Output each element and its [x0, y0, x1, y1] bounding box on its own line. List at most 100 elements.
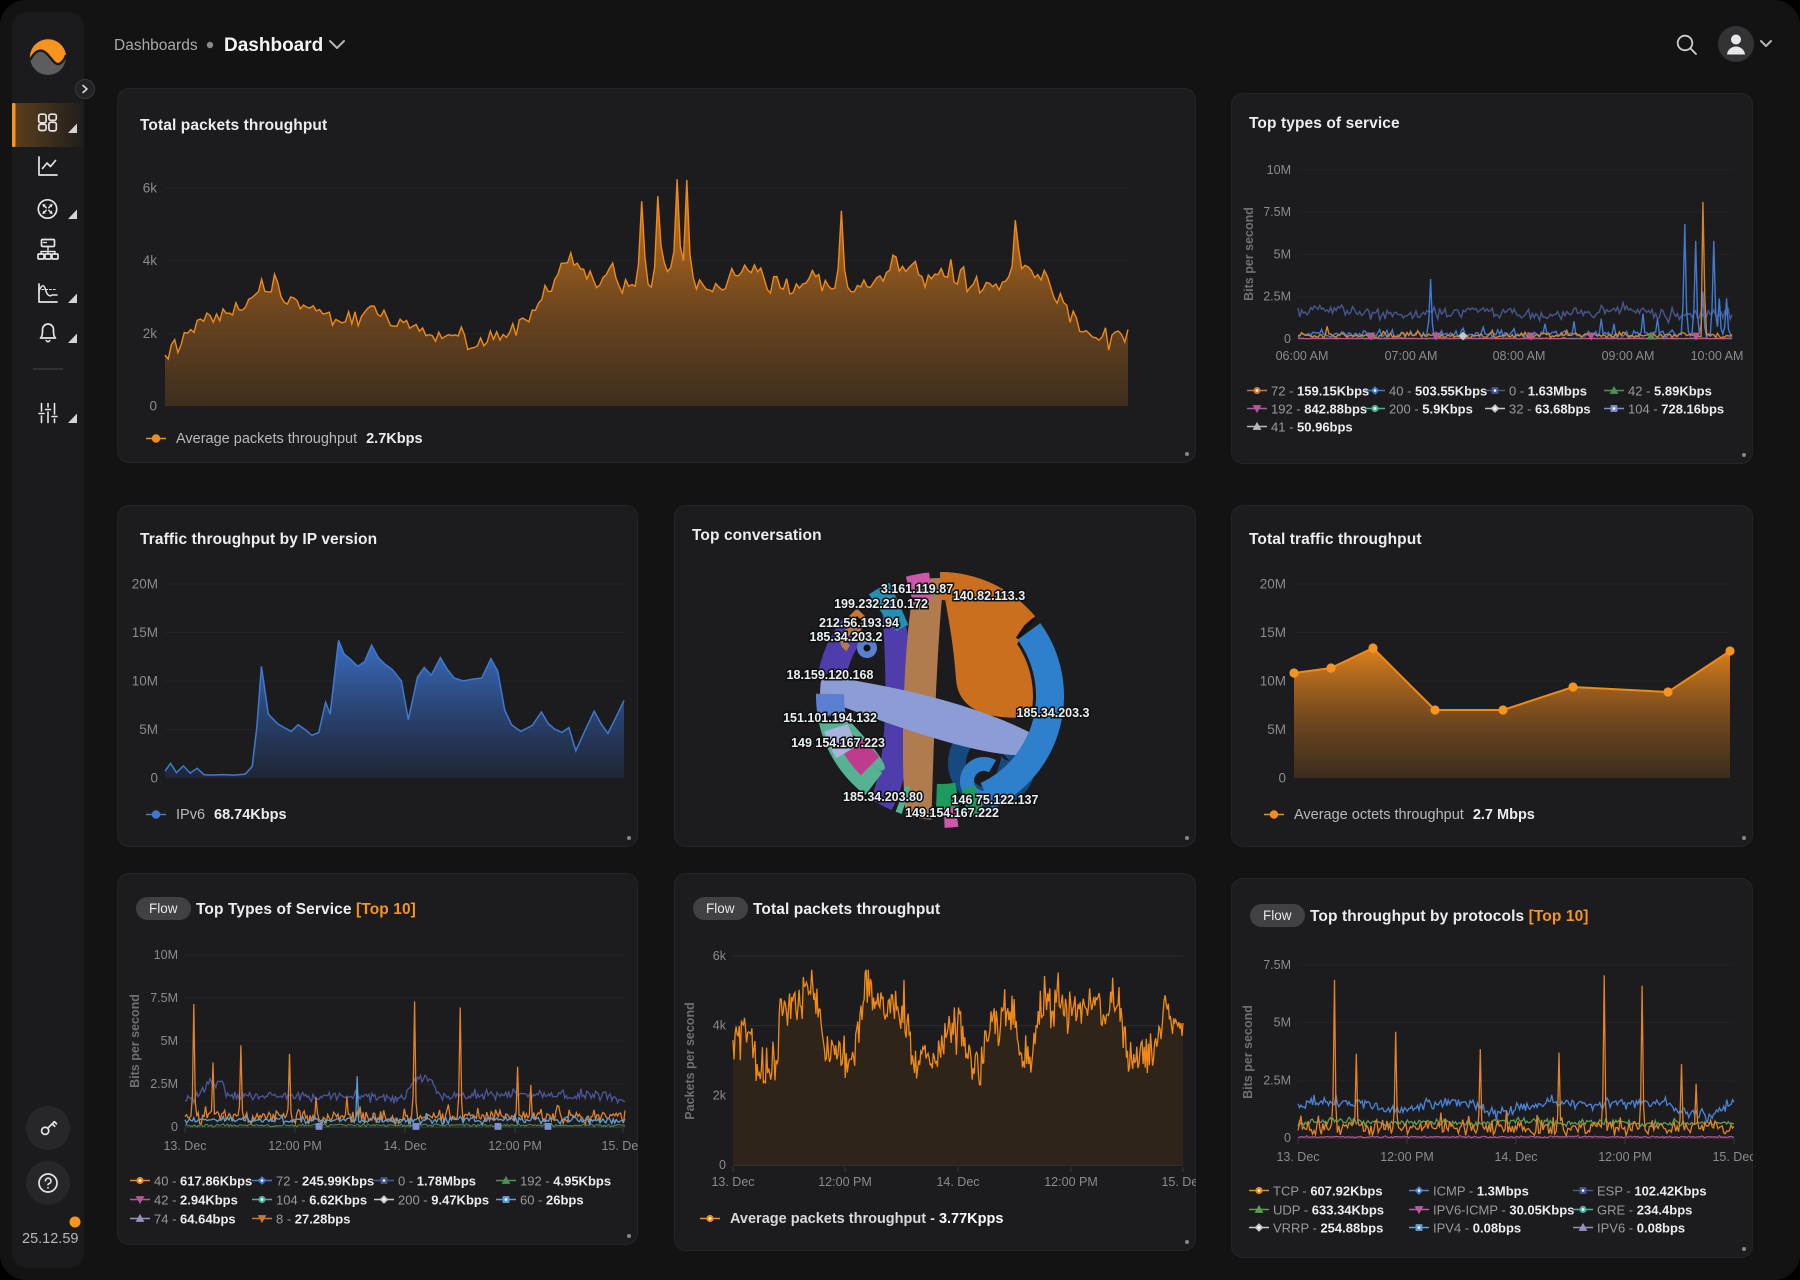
- svg-text:14. Dec: 14. Dec: [383, 1139, 426, 1153]
- svg-text:146 75.122.137: 146 75.122.137: [952, 793, 1039, 807]
- svg-text:149 154.167.223: 149 154.167.223: [791, 736, 885, 750]
- svg-text:192 - 842.88bps: 192 - 842.88bps: [1271, 402, 1367, 417]
- svg-text:10M: 10M: [132, 674, 158, 689]
- svg-text:06:00 AM: 06:00 AM: [1276, 349, 1329, 363]
- svg-text:149.154.167.222: 149.154.167.222: [905, 806, 999, 820]
- svg-text:20M: 20M: [132, 577, 158, 592]
- svg-text:200 - 9.47Kbps: 200 - 9.47Kbps: [398, 1193, 489, 1208]
- svg-text:40 - 617.86Kbps: 40 - 617.86Kbps: [154, 1174, 252, 1189]
- svg-text:10:00 AM: 10:00 AM: [1691, 349, 1744, 363]
- svg-text:12:00 PM: 12:00 PM: [818, 1175, 872, 1189]
- svg-text:0: 0: [719, 1158, 726, 1172]
- svg-text:Dashboard: Dashboard: [224, 35, 323, 56]
- svg-text:GRE - 234.4bps: GRE - 234.4bps: [1597, 1203, 1692, 1218]
- svg-text:140.82.113.3: 140.82.113.3: [953, 589, 1025, 603]
- svg-text:Bits per second: Bits per second: [1241, 1005, 1255, 1099]
- svg-text:12:00 PM: 12:00 PM: [1598, 1150, 1652, 1164]
- svg-text:6k: 6k: [713, 949, 727, 963]
- svg-text:199.232.210.172: 199.232.210.172: [834, 597, 928, 611]
- svg-text:12:00 PM: 12:00 PM: [268, 1139, 322, 1153]
- svg-text:185.34.203.80: 185.34.203.80: [843, 790, 923, 804]
- svg-text:192 - 4.95Kbps: 192 - 4.95Kbps: [520, 1174, 611, 1189]
- svg-text:0: 0: [171, 1120, 178, 1134]
- svg-text:0: 0: [1284, 332, 1291, 346]
- svg-text:0 - 1.78Mbps: 0 - 1.78Mbps: [398, 1174, 476, 1189]
- svg-text:ICMP - 1.3Mbps: ICMP - 1.3Mbps: [1433, 1184, 1529, 1199]
- svg-text:151.101.194.132: 151.101.194.132: [783, 711, 877, 725]
- svg-text:41 - 50.96bps: 41 - 50.96bps: [1271, 420, 1353, 435]
- svg-text:7.5M: 7.5M: [1263, 205, 1291, 219]
- svg-text:Packets per second: Packets per second: [683, 1002, 697, 1119]
- svg-text:15M: 15M: [132, 625, 158, 640]
- svg-text:4k: 4k: [143, 253, 158, 268]
- svg-text:Dashboards: Dashboards: [114, 37, 198, 54]
- svg-text:09:00 AM: 09:00 AM: [1602, 349, 1655, 363]
- svg-text:12:00 PM: 12:00 PM: [488, 1139, 542, 1153]
- svg-text:15M: 15M: [1260, 625, 1286, 640]
- svg-text:2k: 2k: [713, 1088, 727, 1102]
- svg-text:40 - 503.55Kbps: 40 - 503.55Kbps: [1389, 384, 1487, 399]
- svg-text:VRRP - 254.88bps: VRRP - 254.88bps: [1273, 1221, 1383, 1236]
- svg-text:104 - 6.62Kbps: 104 - 6.62Kbps: [276, 1193, 367, 1208]
- svg-text:0: 0: [149, 399, 157, 414]
- svg-text:15. Dec: 15. Dec: [601, 1139, 638, 1153]
- svg-text:0 - 1.63Mbps: 0 - 1.63Mbps: [1509, 384, 1587, 399]
- svg-text:32 - 63.68bps: 32 - 63.68bps: [1509, 402, 1591, 417]
- svg-text:185.34.203.3: 185.34.203.3: [1017, 706, 1090, 720]
- svg-text:13. Dec: 13. Dec: [1276, 1150, 1319, 1164]
- svg-text:IPV4 - 0.08bps: IPV4 - 0.08bps: [1433, 1221, 1521, 1236]
- svg-text:72 - 159.15Kbps: 72 - 159.15Kbps: [1271, 384, 1369, 399]
- svg-text:IPV6-ICMP - 30.05Kbps: IPV6-ICMP - 30.05Kbps: [1433, 1203, 1574, 1218]
- svg-text:2.5M: 2.5M: [150, 1077, 178, 1091]
- svg-text:72 - 245.99Kbps: 72 - 245.99Kbps: [276, 1174, 374, 1189]
- svg-text:2k: 2k: [143, 326, 158, 341]
- svg-text:5M: 5M: [139, 722, 158, 737]
- svg-text:15. Dec: 15. Dec: [1161, 1175, 1196, 1189]
- svg-text:0: 0: [1284, 1131, 1291, 1145]
- svg-text:20M: 20M: [1260, 577, 1286, 592]
- svg-text:42 - 5.89Kbps: 42 - 5.89Kbps: [1628, 384, 1712, 399]
- svg-text:2.5M: 2.5M: [1263, 1073, 1291, 1087]
- svg-text:ESP - 102.42Kbps: ESP - 102.42Kbps: [1597, 1184, 1707, 1199]
- svg-text:60 - 26bps: 60 - 26bps: [520, 1193, 584, 1208]
- svg-text:Bits per second: Bits per second: [1242, 207, 1256, 301]
- svg-text:212.56.193.94: 212.56.193.94: [819, 616, 899, 630]
- svg-text:0: 0: [150, 771, 158, 786]
- svg-text:14. Dec: 14. Dec: [1494, 1150, 1537, 1164]
- svg-text:3.161.119.87: 3.161.119.87: [881, 582, 953, 596]
- svg-text:25.12.59: 25.12.59: [22, 1231, 78, 1247]
- svg-text:6k: 6k: [143, 181, 158, 196]
- svg-text:185.34.203.2: 185.34.203.2: [810, 630, 883, 644]
- svg-text:10M: 10M: [154, 948, 178, 962]
- svg-text:8 - 27.28bps: 8 - 27.28bps: [276, 1212, 350, 1227]
- svg-text:7.5M: 7.5M: [1263, 958, 1291, 972]
- svg-text:Bits per second: Bits per second: [128, 994, 142, 1088]
- svg-text:IPV6 - 0.08bps: IPV6 - 0.08bps: [1597, 1221, 1685, 1236]
- svg-text:4k: 4k: [713, 1019, 727, 1033]
- svg-text:12:00 PM: 12:00 PM: [1044, 1175, 1098, 1189]
- svg-text:14. Dec: 14. Dec: [936, 1175, 979, 1189]
- svg-text:104 - 728.16bps: 104 - 728.16bps: [1628, 402, 1724, 417]
- svg-text:07:00 AM: 07:00 AM: [1385, 349, 1438, 363]
- svg-text:10M: 10M: [1267, 163, 1291, 177]
- svg-text:5M: 5M: [1274, 1016, 1291, 1030]
- svg-text:5M: 5M: [161, 1034, 178, 1048]
- svg-text:Average packets throughput - 3: Average packets throughput - 3.77Kpps: [730, 1211, 1003, 1227]
- svg-text:42 - 2.94Kbps: 42 - 2.94Kbps: [154, 1193, 238, 1208]
- svg-text:0: 0: [1278, 771, 1286, 786]
- svg-text:5M: 5M: [1274, 247, 1291, 261]
- svg-text:18.159.120.168: 18.159.120.168: [787, 668, 874, 682]
- svg-text:TCP - 607.92Kbps: TCP - 607.92Kbps: [1273, 1184, 1383, 1199]
- svg-text:13. Dec: 13. Dec: [711, 1175, 754, 1189]
- svg-text:UDP - 633.34Kbps: UDP - 633.34Kbps: [1273, 1203, 1384, 1218]
- svg-text:12:00 PM: 12:00 PM: [1380, 1150, 1434, 1164]
- svg-text:74 - 64.64bps: 74 - 64.64bps: [154, 1212, 236, 1227]
- svg-text:15. Dec: 15. Dec: [1712, 1150, 1753, 1164]
- svg-text:13. Dec: 13. Dec: [163, 1139, 206, 1153]
- svg-text:08:00 AM: 08:00 AM: [1493, 349, 1546, 363]
- svg-text:7.5M: 7.5M: [150, 991, 178, 1005]
- svg-text:10M: 10M: [1260, 674, 1286, 689]
- svg-text:5M: 5M: [1267, 722, 1286, 737]
